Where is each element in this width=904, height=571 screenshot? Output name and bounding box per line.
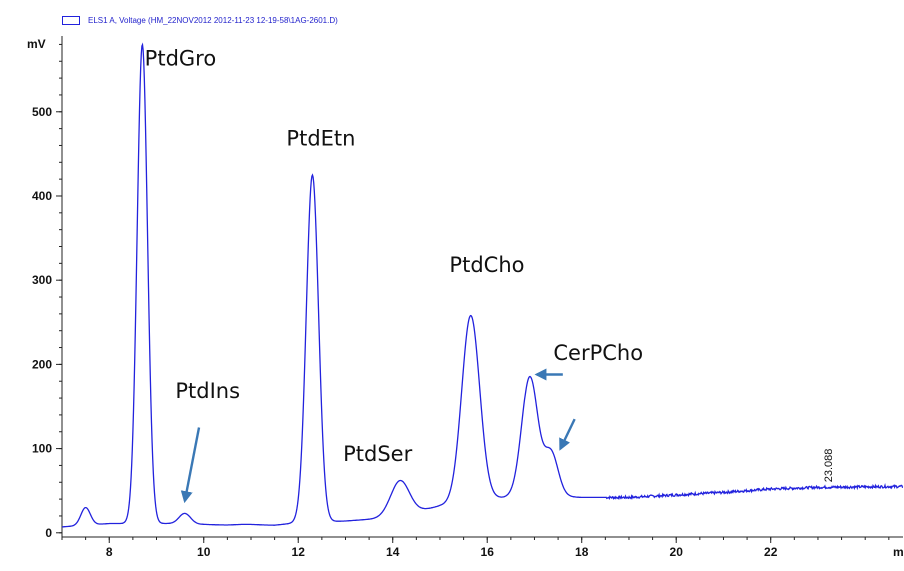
y-tick-label: 500 — [32, 105, 52, 119]
x-tick-label: 20 — [670, 545, 684, 559]
y-tick-label: 400 — [32, 189, 52, 203]
end-time-label: 23.088 — [823, 449, 835, 483]
x-tick-label: 14 — [386, 545, 400, 559]
peak-arrows — [180, 368, 576, 504]
annotation-arrow — [180, 427, 201, 504]
y-tick-label: 300 — [32, 273, 52, 287]
y-unit-label: mV — [27, 37, 46, 51]
x-tick-label: 16 — [481, 545, 495, 559]
x-tick-label: 12 — [292, 545, 306, 559]
y-tick-label: 200 — [32, 357, 52, 371]
x-tick-label: 8 — [106, 545, 113, 559]
legend-text: ELS1 A, Voltage (HM_22NOV2012 2012-11-23… — [88, 15, 338, 25]
x-tick-label: 18 — [575, 545, 589, 559]
peak-label: PtdGro — [145, 46, 217, 70]
axis-ticks: 8 10 12 14 16 18 20 22 0 100 200 300 400 500 — [32, 43, 890, 559]
legend: ELS1 A, Voltage (HM_22NOV2012 2012-11-23… — [62, 14, 338, 26]
peak-label: PtdIns — [175, 379, 240, 403]
x-tick-label: 10 — [197, 545, 211, 559]
y-tick-label: 0 — [45, 526, 52, 540]
x-tick-label: 22 — [764, 545, 778, 559]
legend-swatch[interactable] — [62, 15, 80, 25]
peak-label: PtdSer — [343, 442, 412, 466]
y-tick-label: 100 — [32, 442, 52, 456]
annotation-arrow — [559, 418, 576, 451]
peak-annotations: PtdGro PtdIns PtdEtn PtdSer PtdCho CerPCho — [145, 46, 643, 466]
peak-label: PtdEtn — [286, 126, 355, 150]
signal-trace — [62, 42, 904, 528]
peak-label: CerPCho — [553, 341, 643, 365]
peak-label: PtdCho — [449, 253, 524, 277]
x-unit-label: m — [893, 545, 904, 559]
